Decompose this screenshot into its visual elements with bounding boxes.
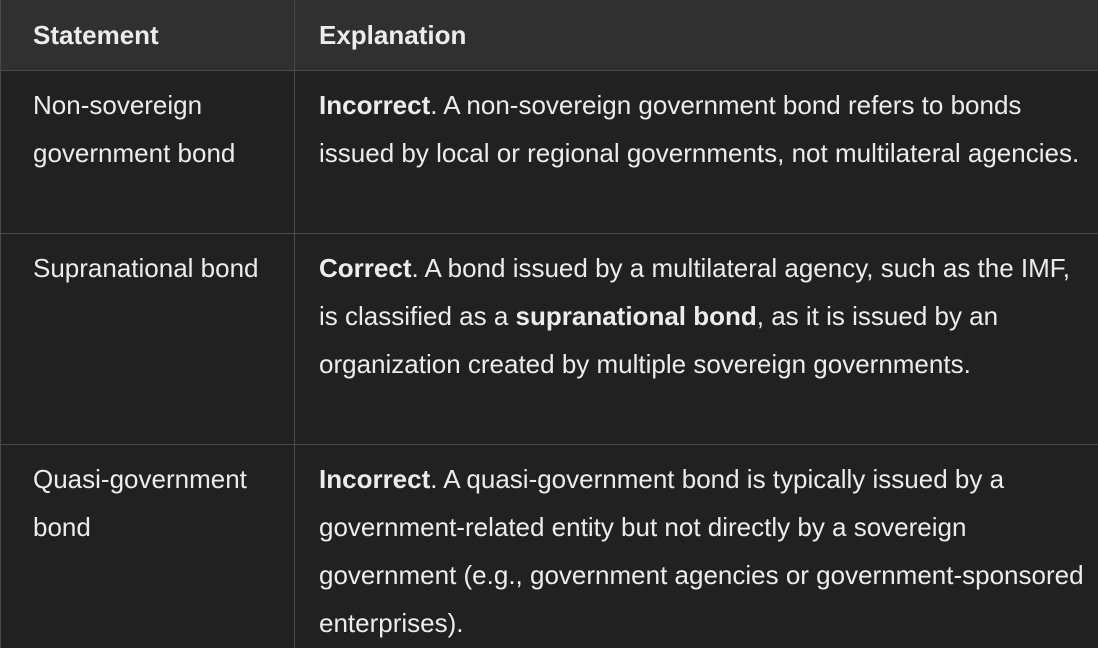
explanation-text-continued: , as it is issued by an organization cre…	[319, 301, 999, 379]
header-statement: Statement	[0, 0, 295, 71]
table-row: Supranational bond Correct. A bond issue…	[0, 233, 1098, 445]
explanation-text: . A bond issued by a multilateral agency…	[319, 253, 1071, 331]
verdict-label: Incorrect	[319, 90, 431, 120]
emphasized-term: supranational bond	[515, 301, 757, 331]
explanation-cell: Correct. A bond issued by a multilateral…	[294, 233, 1098, 445]
explanation-text: . A non-sovereign government bond refers…	[319, 90, 1080, 168]
statement-cell: Quasi-government bond	[0, 444, 295, 648]
explanation-cell: Incorrect. A non-sovereign government bo…	[294, 70, 1098, 234]
header-row: Statement Explanation	[0, 0, 1098, 71]
verdict-label: Incorrect	[319, 464, 431, 494]
statement-cell: Non-sovereign government bond	[0, 70, 295, 234]
explanation-cell: Incorrect. A quasi-government bond is ty…	[294, 444, 1098, 648]
table-body: Non-sovereign government bond Incorrect.…	[0, 70, 1098, 648]
statement-cell: Supranational bond	[0, 233, 295, 445]
explanation-text: . A quasi-government bond is typically i…	[319, 464, 1084, 638]
header-explanation: Explanation	[294, 0, 1098, 71]
table-row: Non-sovereign government bond Incorrect.…	[0, 70, 1098, 234]
verdict-label: Correct	[319, 253, 412, 283]
table-row: Quasi-government bond Incorrect. A quasi…	[0, 444, 1098, 648]
table-header: Statement Explanation	[0, 0, 1098, 71]
